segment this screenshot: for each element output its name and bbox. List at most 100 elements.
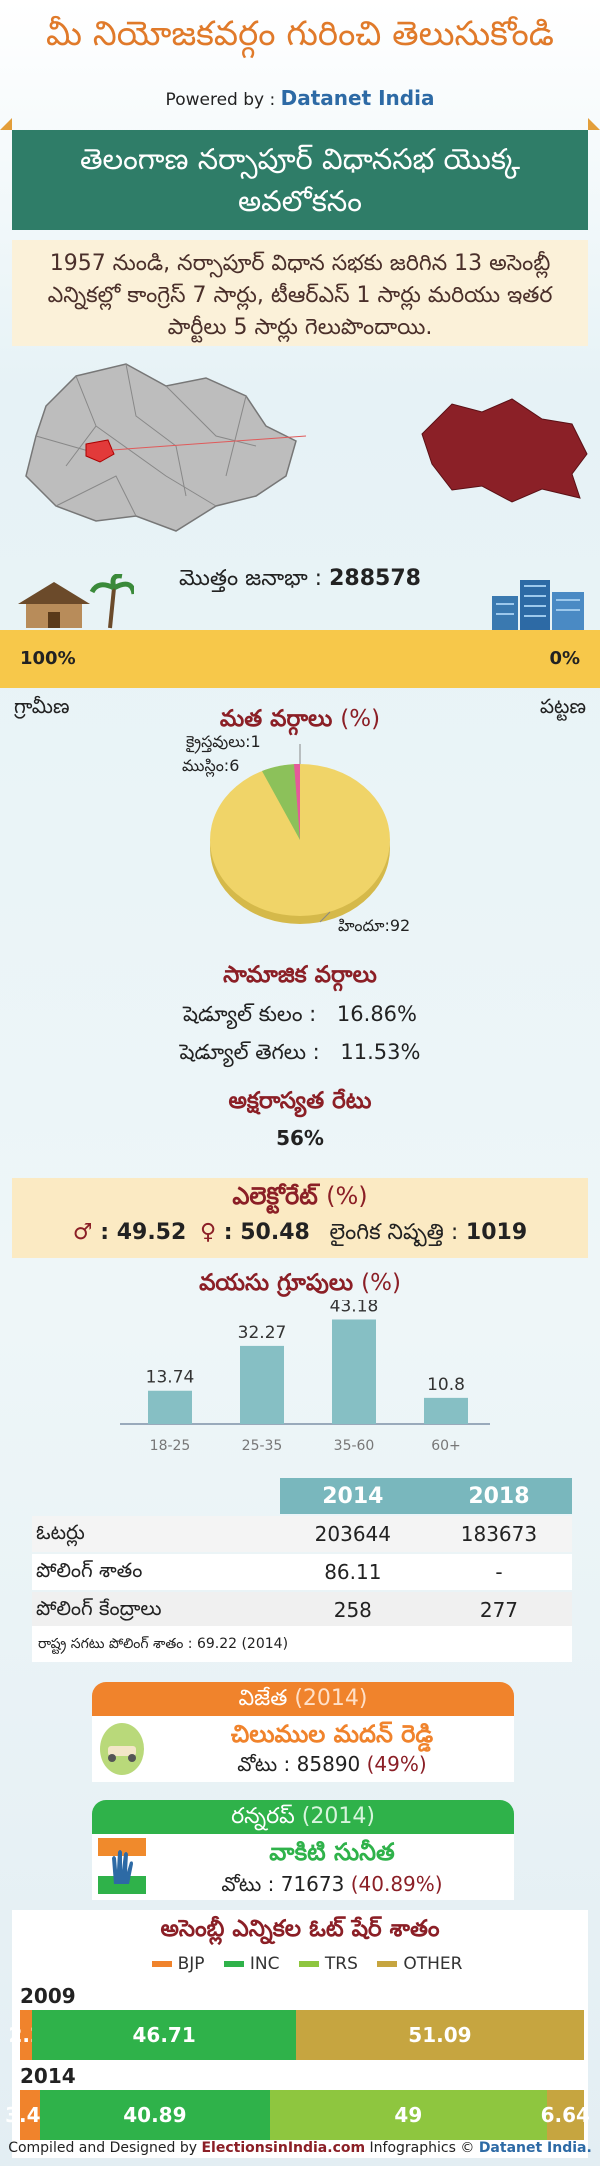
age-bar: [332, 1319, 376, 1424]
history-summary: 1957 నుండి, నర్సాపూర్ విధాన సభకు జరిగిన …: [12, 240, 588, 346]
literacy-title: అక్షరాస్యత రేటు: [228, 1088, 372, 1114]
table-row: పోలింగ్ శాతం 86.11 -: [32, 1554, 572, 1590]
male-percent: : 49.52: [100, 1220, 187, 1245]
brand-name: Datanet India: [280, 86, 435, 110]
vote-share-segment-inc: 46.71: [32, 2010, 296, 2060]
sc-label: షెడ్యూల్ కులం :: [182, 1002, 317, 1026]
header-2014: 2014: [279, 1478, 426, 1514]
pie-slice-christian: [294, 763, 300, 840]
winner-header: విజేత (2014): [92, 1682, 514, 1716]
voter-stats-table: 2014 2018 ఓటర్లు 203644 183673 పోలింగ్ శ…: [32, 1476, 572, 1630]
table-row: ఓటర్లు 203644 183673: [32, 1516, 572, 1552]
vote-share-segment-other: 6.64: [541, 2090, 590, 2140]
age-bar-value: 43.18: [330, 1300, 379, 1317]
christian-label: క్రైస్తవులు:1: [186, 732, 261, 751]
female-icon: ♀: [199, 1220, 217, 1245]
sc-row: షెడ్యూల్ కులం : 16.86%: [0, 1002, 600, 1032]
total-population: మొత్తం జనాభా : 288578: [0, 566, 600, 596]
year-label-2014: 2014: [20, 2064, 76, 2088]
vote-share-legend: BJP INC TRS OTHER: [0, 1954, 600, 1974]
legend-swatch-trs: [298, 1961, 319, 1967]
footer-credits: Compiled and Designed by ElectionsinIndi…: [8, 2140, 592, 2156]
population-value: 288578: [329, 566, 421, 591]
age-tick-label: 18-25: [150, 1438, 191, 1454]
age-bar-value: 10.8: [427, 1375, 465, 1395]
winner-name: చిలుముల మదన్ రెడ్డి: [230, 1720, 434, 1748]
constituency-map: [421, 398, 588, 503]
electorate-title: ఎలెక్టోరేట్ (%): [232, 1182, 368, 1210]
table-corner: [32, 1478, 280, 1514]
electorate-box: [12, 1178, 588, 1258]
rural-urban-bar: 100% 0%: [0, 630, 600, 688]
hindu-label: హిందూ:92: [338, 916, 411, 935]
st-row: షెడ్యూల్ తెగలు : 11.53%: [0, 1040, 600, 1070]
literacy-value: 56%: [276, 1126, 324, 1150]
table-row: పోలింగ్ కేంద్రాలు 258 277: [32, 1592, 572, 1628]
age-bar-value: 13.74: [146, 1368, 195, 1388]
age-bar-value: 32.27: [238, 1323, 287, 1343]
runnerup-name: వాకిటి సునీత: [269, 1838, 395, 1866]
vote-share-segment-bjp: 3.47: [5, 2090, 54, 2140]
banner-fold-right: [588, 118, 600, 130]
state-average-note: రాష్ట్ర సగటు పోలింగ్ శాతం : 69.22 (2014): [32, 1626, 572, 1662]
age-tick-label: 60+: [431, 1438, 461, 1454]
vote-share-title: అసెంబ్లీ ఎన్నికల ఓట్ షేర్ శాతం: [160, 1916, 440, 1942]
electorate-row: ♂ : 49.52 ♀ : 50.48 లైంగిక నిష్పత్తి : 1…: [0, 1220, 600, 1250]
rural-label: గ్రామీణ: [14, 694, 70, 718]
urban-label: పట్టణ: [539, 694, 586, 718]
vote-share-segment-other: 51.09: [295, 2010, 584, 2060]
population-label: మొత్తం జనాభా :: [179, 566, 323, 591]
age-title: వయసు గ్రూపులు (%): [199, 1270, 401, 1296]
runnerup-header: రన్నరప్ (2014): [92, 1800, 514, 1834]
state-map: [25, 363, 307, 532]
sc-value: 16.86%: [336, 1002, 417, 1026]
telangana-outline: [25, 363, 297, 532]
runnerup-card: [92, 1834, 514, 1900]
urban-percent: 0%: [549, 648, 580, 669]
trs-party-symbol-icon: [100, 1723, 144, 1775]
winner-votes: వోటు : 85890 (49%): [237, 1752, 427, 1776]
year-label-2009: 2009: [20, 1984, 76, 2008]
powered-label: Powered by :: [165, 90, 276, 110]
footer-brand[interactable]: Datanet India.: [478, 2140, 592, 2156]
legend-swatch-inc: [223, 1961, 244, 1967]
age-bar-chart: 13.74 18-25 32.27 25-35 43.18 35-60 10.8 60+: [120, 1300, 490, 1454]
vote-share-segment-trs: 49: [270, 2090, 547, 2140]
vote-share-bar-2009: 2.2 46.71 51.09: [8, 2010, 584, 2060]
age-bar: [148, 1390, 192, 1424]
constituency-banner: తెలంగాణ నర్సాపూర్ విధానసభ యొక్క అవలోకనం: [12, 130, 588, 230]
village-icon: [18, 574, 134, 629]
age-tick-label: 25-35: [242, 1438, 283, 1454]
narsapur-highlight: [85, 439, 115, 463]
winner-card: [92, 1716, 514, 1782]
legend-swatch-other: [377, 1961, 398, 1967]
religion-title: మత వర్గాలు (%): [219, 706, 381, 732]
banner-line-2: అవలోకనం: [237, 184, 362, 218]
age-tick-label: 35-60: [334, 1438, 375, 1454]
sex-ratio-label: లైంగిక నిష్పత్తి :: [329, 1220, 459, 1245]
religion-pie-chart: [210, 744, 390, 924]
rural-percent: 100%: [20, 648, 76, 669]
page-title: మీ నియోజకవర్గం గురించి తెలుసుకోండి: [46, 14, 554, 54]
st-value: 11.53%: [340, 1040, 421, 1064]
sex-ratio-value: 1019: [465, 1220, 528, 1245]
banner-line-1: తెలంగాణ నర్సాపూర్ విధానసభ యొక్క: [79, 142, 520, 176]
city-icon: [492, 580, 584, 630]
footer-site[interactable]: ElectionsinIndia.com: [201, 2140, 366, 2156]
header-2018: 2018: [425, 1478, 572, 1514]
powered-by: Powered by : Datanet India: [0, 86, 600, 110]
age-bar: [240, 1345, 284, 1424]
vote-share-bar-2014: 3.47 40.89 49 6.64: [5, 2090, 590, 2140]
male-icon: ♂: [72, 1220, 93, 1245]
age-bar: [424, 1397, 468, 1424]
banner-fold-left: [0, 118, 12, 130]
female-percent: : 50.48: [223, 1220, 310, 1245]
congress-hand-symbol-icon: [98, 1838, 146, 1894]
pie-slice-muslim: [262, 763, 300, 840]
vote-share-segment-inc: 40.89: [39, 2090, 271, 2140]
legend-swatch-bjp: [151, 1961, 172, 1967]
vote-share-segment-bjp: 2.2: [8, 2010, 44, 2060]
muslim-label: ముస్లిం:6: [182, 756, 240, 775]
social-title: సామాజిక వర్గాలు: [223, 962, 377, 988]
st-label: షెడ్యూల్ తెగలు :: [179, 1040, 320, 1064]
